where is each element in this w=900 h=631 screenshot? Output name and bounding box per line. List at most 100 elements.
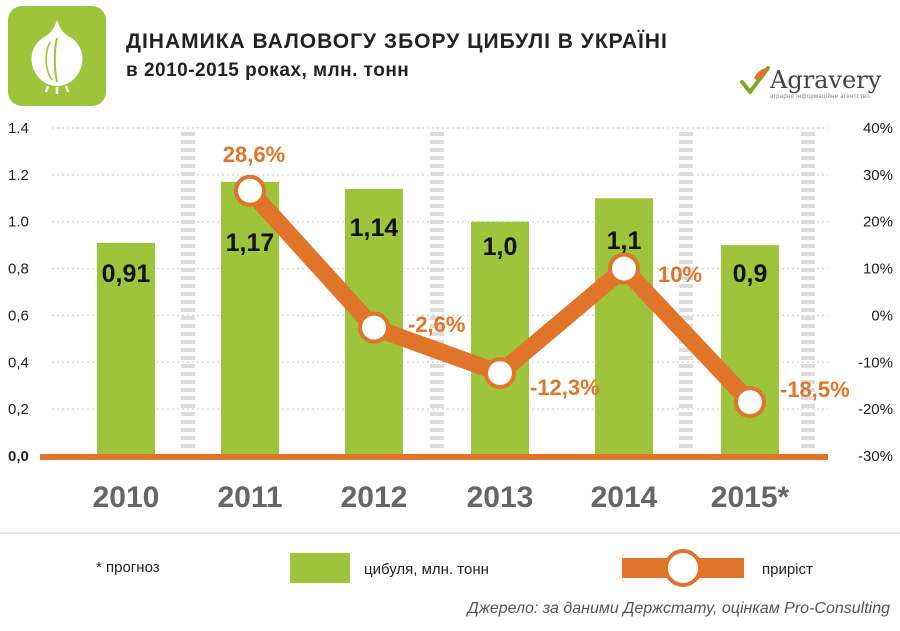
growth-marker: [734, 386, 766, 419]
stripe-dash: [181, 364, 195, 368]
y-left-tick: 0,6: [8, 307, 29, 324]
growth-markers: [234, 174, 766, 419]
x-axis-labels: 2010 2011 2012 2013 2014 2015*: [93, 481, 790, 514]
stripe-dash: [430, 140, 444, 144]
bar-value-label: 1,17: [226, 229, 275, 257]
bar-2013: [471, 221, 529, 456]
stripe-dash: [801, 420, 815, 424]
stripe-dash: [679, 388, 693, 392]
stripe-dash: [430, 404, 444, 408]
stripe-dash: [181, 156, 195, 160]
stripe-dash: [801, 284, 815, 288]
stripe-dash: [181, 212, 195, 216]
growth-value-label: -18,5%: [780, 377, 850, 402]
stripe-dash: [430, 388, 444, 392]
y-left-tick: 0,4: [8, 354, 29, 371]
y-axis-left: 0,0 0,2 0,4 0,6 0,8 1.0 1.2 1.4: [8, 120, 29, 465]
bar-value-label: 1,0: [483, 233, 518, 261]
stripe-dash: [430, 132, 444, 136]
stripe-dash: [801, 372, 815, 376]
stripe-dash: [679, 436, 693, 440]
stripe-dash: [679, 404, 693, 408]
y-right-tick: 0%: [871, 307, 893, 324]
stripe-dash: [679, 156, 693, 160]
stripe-dash: [679, 140, 693, 144]
bar-2014: [595, 198, 653, 457]
stripe-dash: [181, 148, 195, 152]
stripe-dash: [679, 220, 693, 224]
stripe-dash: [430, 372, 444, 376]
stripe-dash: [801, 292, 815, 296]
logo-badge: [8, 6, 106, 106]
stripe-dash: [181, 140, 195, 144]
stripe-dash: [430, 332, 444, 336]
stripe-dash: [181, 348, 195, 352]
stripe-dash: [181, 196, 195, 200]
stripe-dash: [181, 388, 195, 392]
stripe-dash: [430, 164, 444, 168]
legend-bar-label: цибуля, млн. тонн: [364, 561, 489, 578]
stripe-dash: [801, 396, 815, 400]
legend-bar-swatch: [290, 553, 350, 583]
stripe-dash: [430, 364, 444, 368]
bar-value-label: 0,91: [102, 260, 151, 288]
stripe-dash: [430, 444, 444, 448]
growth-value-labels: 28,6% -2,6% -12,3% 10% -18,5%: [223, 142, 850, 402]
stripe-dash: [181, 324, 195, 328]
stripe-dash: [430, 396, 444, 400]
bar-value-labels: 0,91 1,17 1,14 1,0 1,1 0,9: [102, 214, 768, 288]
stripe-dash: [181, 308, 195, 312]
checkmark-leaf-icon: [740, 66, 770, 94]
y-left-tick: 1.0: [8, 214, 29, 231]
stripe-dash: [181, 228, 195, 232]
stripe-dash: [801, 196, 815, 200]
y-left-tick: 1.4: [8, 120, 29, 137]
legend-line-label: приріст: [762, 561, 813, 578]
stripe-dash: [181, 380, 195, 384]
stripe-dash: [801, 444, 815, 448]
stripe-dash: [679, 132, 693, 136]
stripe-dash: [801, 172, 815, 176]
growth-value-label: 28,6%: [223, 142, 285, 167]
x-tick-label: 2014: [591, 481, 658, 514]
stripe-dash: [181, 300, 195, 304]
legend-line-marker: [664, 549, 702, 587]
stripe-dash: [801, 436, 815, 440]
y-left-tick: 0,0: [8, 448, 29, 465]
stripe-dash: [430, 244, 444, 248]
y-right-tick: -30%: [858, 448, 893, 465]
stripe-dash: [181, 180, 195, 184]
stripe-dash: [801, 316, 815, 320]
stripe-dash: [679, 252, 693, 256]
stripe-dash: [430, 148, 444, 152]
growth-value-label: -2,6%: [408, 312, 465, 337]
stripe-dash: [801, 268, 815, 272]
stripe-dash: [181, 276, 195, 280]
stripe-dash: [181, 284, 195, 288]
stripe-dash: [679, 260, 693, 264]
stripe-dash: [801, 252, 815, 256]
y-left-tick: 0,2: [8, 401, 29, 418]
stripe-dash: [801, 348, 815, 352]
bars: [97, 181, 779, 457]
stripe-dash: [801, 300, 815, 304]
stripe-dash: [181, 444, 195, 448]
bar-2010: [97, 242, 155, 456]
stripe-dash: [679, 212, 693, 216]
baseline: [40, 454, 828, 460]
gridlines: [52, 127, 828, 410]
stripe-dash: [679, 268, 693, 272]
stripe-dash: [679, 420, 693, 424]
stripe-dash: [801, 356, 815, 360]
stripe-dash: [181, 356, 195, 360]
stripe-dash: [430, 236, 444, 240]
stripe-dash: [181, 332, 195, 336]
y-right-tick: -20%: [858, 401, 893, 418]
brand-name: Agravery: [770, 66, 882, 94]
stripe-dash: [181, 236, 195, 240]
stripe-dash: [801, 140, 815, 144]
stripe-dash: [679, 308, 693, 312]
stripe-dash: [801, 164, 815, 168]
stripe-dash: [430, 260, 444, 264]
